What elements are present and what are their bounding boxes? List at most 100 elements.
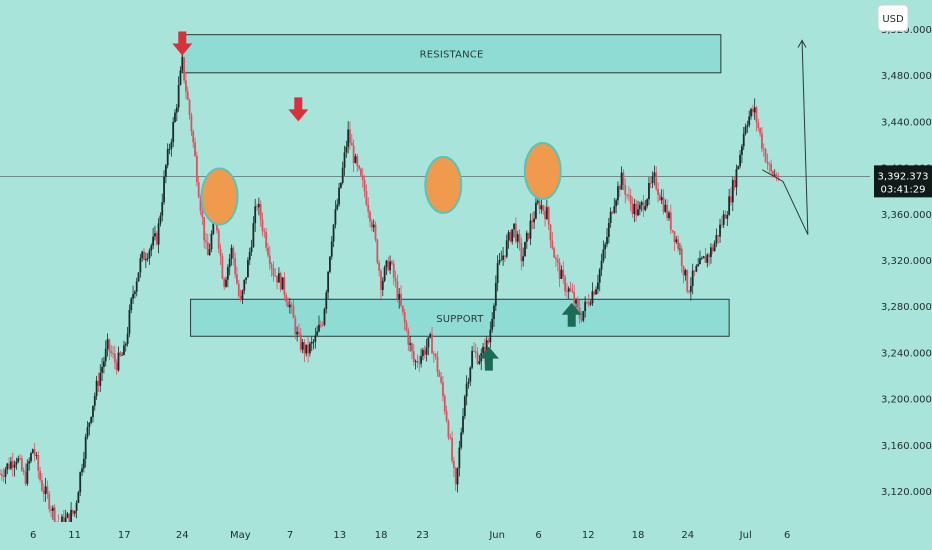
candle-body: [212, 218, 215, 234]
candle-body: [392, 263, 395, 278]
candle-body: [514, 223, 517, 242]
candle-body: [148, 250, 151, 259]
projection-path: [762, 40, 809, 235]
candle-body: [358, 165, 361, 169]
candle-body: [637, 209, 639, 216]
candle-body: [658, 195, 661, 201]
candle-body: [648, 183, 650, 200]
down-arrow-icon: [172, 31, 193, 56]
candle-body: [223, 278, 226, 287]
candle-body: [615, 200, 618, 207]
candle-body: [398, 293, 401, 300]
candle-body: [504, 255, 506, 257]
x-tick-label: May: [230, 530, 251, 541]
candle-body: [301, 342, 304, 350]
candle-body: [753, 107, 756, 113]
candle-body: [237, 283, 240, 296]
candle-body: [387, 260, 390, 271]
candle-body: [682, 266, 685, 276]
candle-body: [502, 255, 505, 260]
candle-body: [279, 273, 282, 290]
candle-body: [668, 212, 670, 219]
candle-body: [265, 231, 268, 248]
candle-body: [168, 148, 171, 150]
candle-body: [190, 115, 193, 132]
candle-body: [230, 247, 233, 259]
candle-body: [493, 305, 495, 319]
x-tick-label: 6: [535, 530, 541, 541]
candle-body: [283, 277, 286, 295]
x-tick-label: 11: [68, 530, 81, 541]
candle-body: [46, 486, 49, 494]
candle-body: [132, 293, 134, 299]
price-axis[interactable]: 3,520.0003,480.0003,440.0003,400.0003,36…: [872, 0, 932, 550]
candle-body: [664, 204, 667, 212]
candle-body: [250, 247, 253, 252]
candle-body: [152, 236, 155, 246]
currency-button[interactable]: [877, 4, 909, 32]
candle-body: [0, 473, 1, 475]
candle-body: [646, 199, 649, 207]
candle-body: [159, 215, 162, 224]
candle-body: [272, 268, 275, 276]
y-tick-label: 3,200.000: [881, 395, 932, 406]
candle-body: [422, 350, 424, 357]
candle-body: [367, 204, 370, 212]
candle-body: [595, 289, 597, 295]
candle-body: [611, 211, 614, 213]
candle-body: [82, 458, 85, 469]
candle-body: [336, 204, 339, 210]
candle-body: [553, 248, 556, 258]
candle-body: [708, 254, 710, 258]
candle-body: [473, 350, 475, 352]
candle-body: [394, 277, 397, 282]
candle-body: [755, 107, 758, 123]
candle-body: [354, 156, 357, 164]
candle-body: [298, 331, 300, 335]
candle-body: [86, 427, 89, 437]
x-tick-label: 18: [375, 530, 388, 541]
candle-body: [491, 318, 494, 330]
candle-body: [666, 204, 669, 219]
time-axis[interactable]: 6 11 17 24 May 7 13 18 23 Jun 6 12 18 24 Jul 6: [0, 522, 872, 550]
candle-body: [644, 206, 647, 211]
candle-body: [766, 161, 769, 164]
candle-body: [361, 175, 364, 180]
candle-body: [768, 163, 771, 165]
candle-body: [425, 347, 428, 355]
y-tick-label: 3,480.000: [881, 71, 932, 82]
candle-body: [123, 345, 125, 356]
candle-body: [177, 84, 180, 108]
candle-body: [236, 274, 238, 284]
candle-body: [560, 269, 563, 279]
candle-body: [42, 490, 45, 494]
up-arrow-icon: [478, 346, 499, 371]
candle-body: [75, 502, 78, 511]
candle-body: [150, 245, 153, 251]
candle-body: [307, 344, 309, 354]
candle-body: [589, 303, 592, 305]
x-tick-label: 6: [30, 530, 36, 541]
candle-body: [456, 467, 459, 485]
candle-body: [26, 463, 29, 484]
candle-body: [724, 214, 727, 219]
candle-body: [600, 260, 603, 270]
candle-body: [500, 259, 503, 261]
candle-body: [759, 127, 762, 134]
candle-body: [403, 312, 406, 323]
candle-body: [420, 356, 422, 364]
candle-body: [225, 279, 227, 287]
x-tick-label: 18: [632, 530, 645, 541]
candle-body: [551, 240, 554, 249]
candle-body: [378, 262, 381, 271]
candle-body: [602, 249, 605, 261]
candle-body: [722, 214, 725, 225]
y-tick-label: 3,160.000: [881, 441, 932, 452]
candle-body: [719, 224, 721, 237]
candle-body: [728, 196, 731, 215]
candle-body: [274, 275, 277, 277]
x-tick-label: 7: [287, 530, 293, 541]
candle-body: [44, 486, 47, 494]
candle-body: [733, 180, 736, 188]
candle-body: [463, 396, 466, 417]
